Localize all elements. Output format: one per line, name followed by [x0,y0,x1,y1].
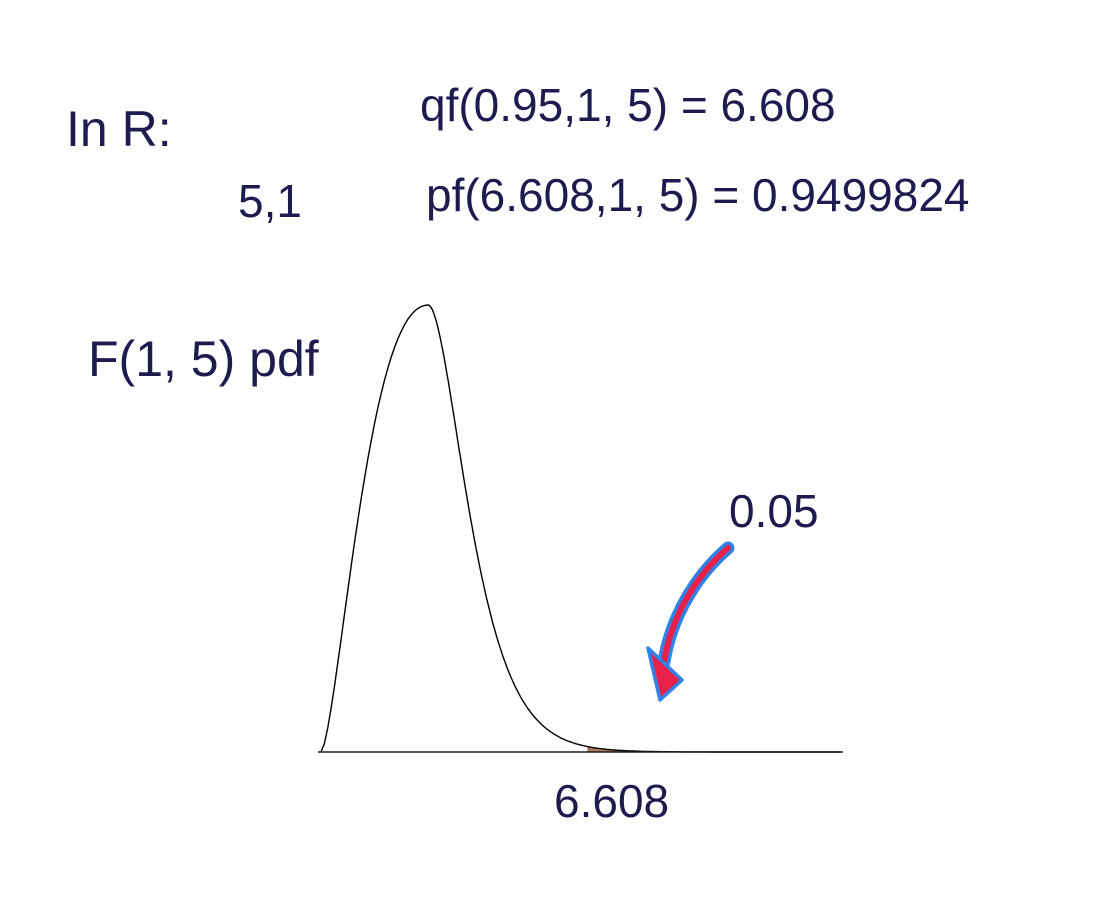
tail-area-label: 0.05 [729,485,819,537]
qf-command-line: qf(0.95,1, 5) = 6.608 [420,79,836,131]
pdf-title: F(1, 5) pdf [88,331,319,387]
side-note: 5,1 [238,175,302,227]
curved-arrow-icon [646,541,735,702]
arrow-head [646,646,684,702]
arrow-body [657,541,735,669]
arrow-body-fill [661,545,731,665]
pf-command-line: pf(6.608,1, 5) = 0.9499824 [426,169,970,221]
in-r-label: In R: [66,101,172,157]
critical-value-label: 6.608 [554,775,670,827]
